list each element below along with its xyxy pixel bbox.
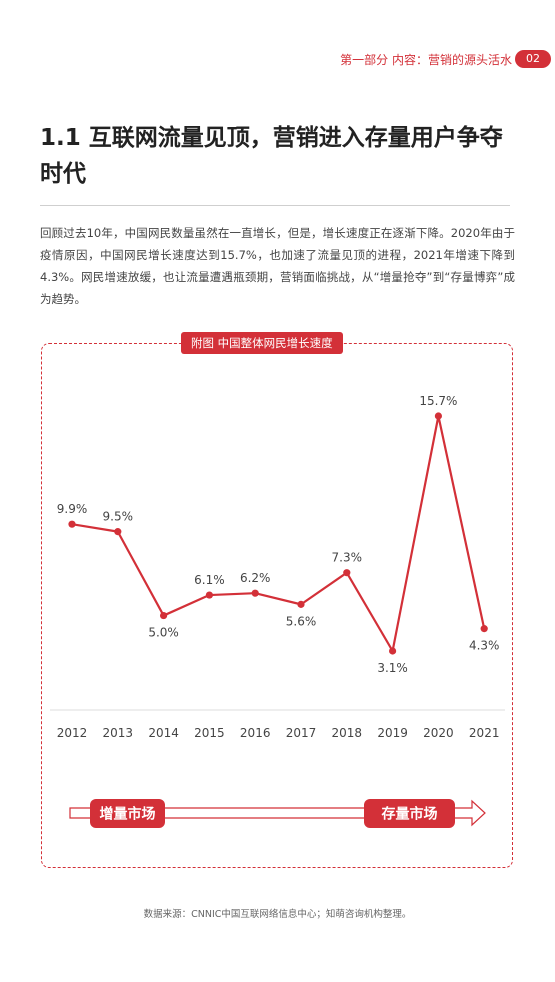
data-label-2016: 6.2% [240,571,271,585]
data-point-2013 [114,528,122,536]
x-tick-label-2014: 2014 [148,726,179,740]
data-point-2019 [389,647,397,655]
x-tick-label-2021: 2021 [469,726,500,740]
header-section-label: 第一部分 内容：营销的源头活水 [340,53,512,67]
data-point-2014 [160,611,168,620]
data-point-2021 [480,625,488,633]
data-label-2019: 3.1% [377,661,408,675]
data-point-2017 [297,600,305,608]
data-point-2020 [434,412,442,420]
data-label-2013: 9.5% [103,510,134,524]
title-divider [40,205,510,206]
data-label-2020: 15.7% [419,394,457,408]
data-point-2018 [343,569,351,577]
x-tick-label-2012: 2012 [57,726,88,740]
page-title: 1.1 互联网流量见顶，营销进入存量用户争夺时代 [40,125,503,187]
x-tick-label-2018: 2018 [332,726,363,740]
data-label-2018: 7.3% [332,551,363,565]
data-label-2012: 9.9% [57,502,88,516]
x-tick-label-2013: 2013 [103,726,134,740]
data-point-2012 [68,520,76,528]
data-point-2016 [251,589,259,597]
x-tick-label-2017: 2017 [286,726,317,740]
source-note: 数据来源：CNNIC中国互联网络信息中心；知萌咨询机构整理。 [143,909,412,920]
data-point-2015 [205,591,213,599]
data-label-2021: 4.3% [469,639,500,653]
page-number-badge: 02 [515,50,551,68]
stock-market-label: 存量市场 [382,806,438,823]
data-label-2017: 5.6% [286,614,317,628]
x-tick-label-2019: 2019 [377,726,408,740]
x-tick-label-2015: 2015 [194,726,225,740]
incremental-market-badge [90,799,165,828]
x-tick-label-2020: 2020 [423,726,454,740]
series-line [71,414,486,653]
data-label-2014: 5.0% [148,626,179,640]
chart-title-tag: 附图 中国整体网民增长速度 [181,332,343,354]
x-tick-label-2016: 2016 [240,726,271,740]
intro-paragraph: 回顾过去10年，中国网民数量虽然在一直增长，但是，增长速度正在逐渐下降。2020… [40,226,515,306]
stock-market-badge [364,799,455,828]
data-label-2015: 6.1% [194,573,225,587]
incremental-market-label: 增量市场 [100,806,156,823]
